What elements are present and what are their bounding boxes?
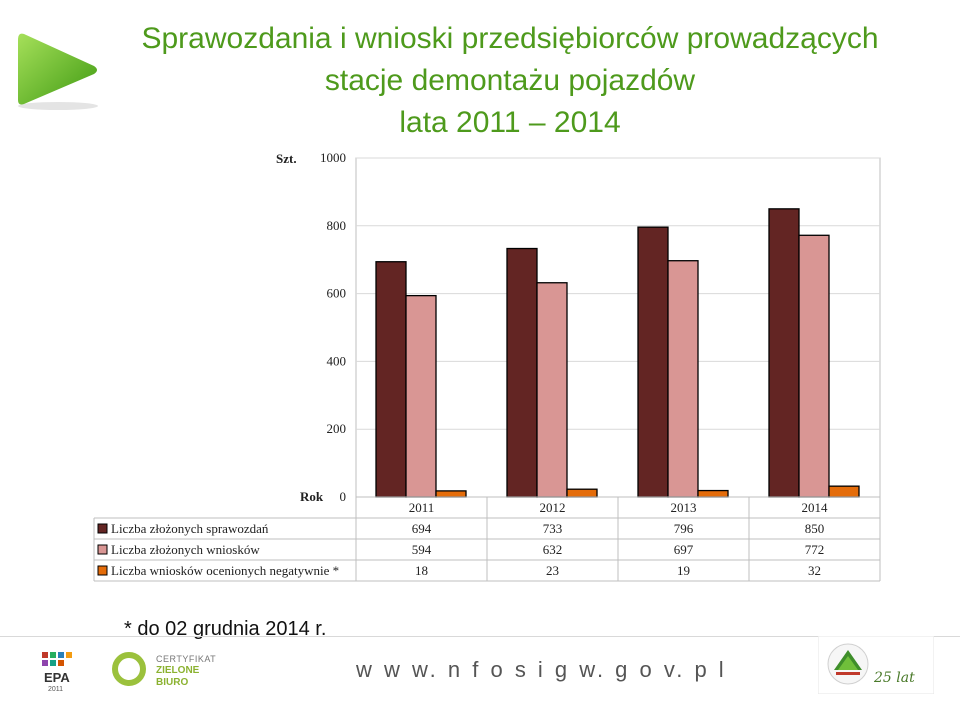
data-label: 733 xyxy=(543,521,563,536)
bar-2-2011 xyxy=(405,294,437,498)
legend-entry: Liczba złożonych wniosków xyxy=(111,542,260,557)
bar-3-2012 xyxy=(566,488,598,498)
bar-3-2014 xyxy=(828,485,860,498)
x-axis-title: Rok xyxy=(300,489,324,504)
cert-line-1: CERTYFIKAT xyxy=(156,654,217,664)
legend-entry: Liczba złożonych sprawozdań xyxy=(111,521,269,536)
anniversary-text: 25 lat xyxy=(873,670,915,686)
epa-year: 2011 xyxy=(48,686,63,692)
bar-2-2012 xyxy=(536,282,568,498)
y-tick-label: 400 xyxy=(327,353,347,368)
data-label: 19 xyxy=(677,563,690,578)
bar-2-2013 xyxy=(667,260,699,498)
legend-key-2 xyxy=(97,544,108,555)
data-label: 632 xyxy=(543,542,563,557)
data-label: 32 xyxy=(808,563,821,578)
bar-3-2013 xyxy=(697,489,729,498)
y-tick-label: 1000 xyxy=(320,150,346,165)
footnote: * do 02 grudnia 2014 r. xyxy=(124,618,327,640)
website-link[interactable]: w w w. n f o s i g w. g o v. p l xyxy=(356,657,727,682)
bar-chart: 0 200 400 600 800 1000 Szt. Rok 2011 2012 2013 2014… xyxy=(93,150,881,582)
bar-1-2011 xyxy=(375,261,407,498)
bar-3-2011 xyxy=(435,490,467,498)
y-tick-label: 200 xyxy=(327,421,347,436)
footer-divider xyxy=(0,636,960,637)
cert-line-2: ZIELONE xyxy=(156,665,200,676)
data-label: 594 xyxy=(412,542,432,557)
bar-1-2012 xyxy=(506,247,538,498)
legend-entry: Liczba wniosków ocenionych negatywnie * xyxy=(111,563,339,578)
title-line-3: lata 2011 – 2014 xyxy=(399,106,621,139)
title-line-2: stacje demontażu pojazdów xyxy=(324,64,696,97)
x-tick-label: 2012 xyxy=(540,500,566,515)
legend-key-1 xyxy=(97,523,108,534)
epa-logo-icon: EPA 2011 xyxy=(42,652,72,692)
bar-1-2014 xyxy=(768,208,800,498)
x-tick-label: 2011 xyxy=(409,500,435,515)
data-label: 850 xyxy=(805,521,825,536)
bar-1-2013 xyxy=(637,226,669,498)
data-label: 772 xyxy=(805,542,825,557)
legend-key-3 xyxy=(97,565,108,576)
data-label: 694 xyxy=(412,521,432,536)
y-tick-label: 0 xyxy=(340,489,347,504)
data-label: 23 xyxy=(546,563,559,578)
data-label: 796 xyxy=(674,521,694,536)
nfosigw-anniversary-icon: 25 lat xyxy=(818,636,934,694)
data-label: 18 xyxy=(415,563,428,578)
play-arrow-icon xyxy=(18,33,98,110)
x-tick-label: 2014 xyxy=(802,500,829,515)
data-label: 697 xyxy=(674,542,694,557)
zielone-biuro-icon: CERTYFIKAT ZIELONE BIURO xyxy=(112,652,222,692)
y-tick-label: 600 xyxy=(327,286,347,301)
epa-text: EPA xyxy=(44,670,70,685)
y-tick-label: 800 xyxy=(327,218,347,233)
zielone-biuro-ring xyxy=(112,652,146,686)
title-line-1: Sprawozdania i wnioski przedsiębiorców p… xyxy=(141,22,879,55)
bar-2-2014 xyxy=(798,234,830,498)
page-title: Sprawozdania i wnioski przedsiębiorców p… xyxy=(100,18,920,144)
y-axis-title: Szt. xyxy=(276,151,297,166)
cert-line-3: BIURO xyxy=(156,677,189,688)
x-tick-label: 2013 xyxy=(671,500,697,515)
